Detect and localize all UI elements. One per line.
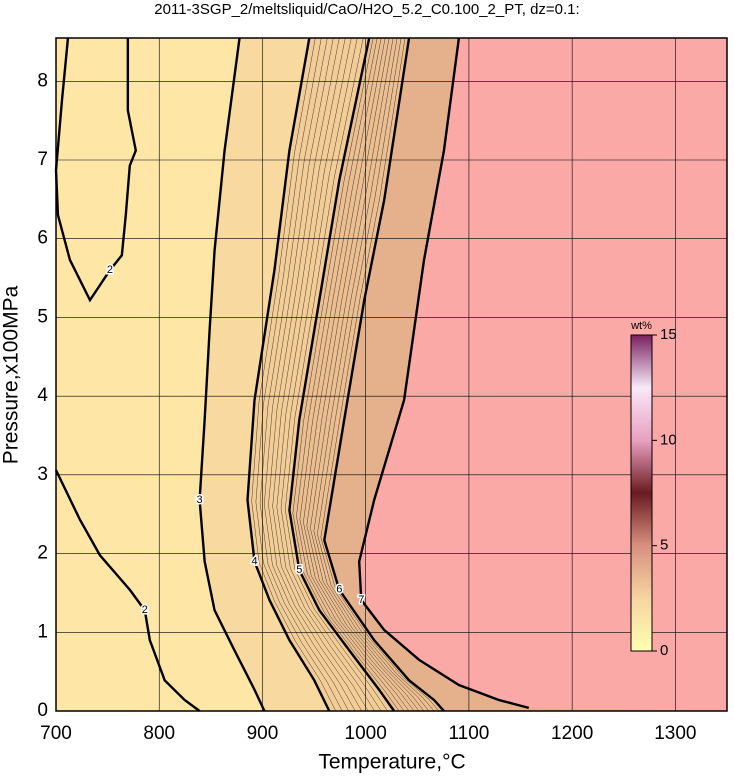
y-tick-label: 0 bbox=[37, 700, 48, 721]
thin-contour bbox=[317, 37, 435, 712]
thin-contour bbox=[284, 37, 388, 712]
y-tick-label: 3 bbox=[37, 464, 48, 485]
x-tick-label: 1300 bbox=[654, 723, 696, 744]
colorbar-tick-label: 5 bbox=[660, 537, 668, 554]
x-tick-label: 1200 bbox=[551, 723, 593, 744]
thin-contour bbox=[276, 37, 375, 712]
x-tick-label: 1100 bbox=[448, 723, 489, 744]
colorbar bbox=[630, 334, 653, 652]
thin-contour bbox=[299, 37, 410, 712]
colorbar-tick-label: 15 bbox=[660, 326, 677, 343]
contour-label: 5 bbox=[296, 564, 302, 576]
contour-line bbox=[198, 37, 266, 712]
y-tick-label: 1 bbox=[37, 621, 48, 642]
contour-label: 4 bbox=[251, 555, 257, 567]
y-tick-label: 5 bbox=[37, 306, 48, 327]
x-tick-label: 1000 bbox=[345, 723, 387, 744]
thin-contour bbox=[292, 37, 400, 712]
thin-contour bbox=[264, 37, 356, 712]
x-tick-label: 900 bbox=[247, 723, 279, 744]
contour-label: 3 bbox=[197, 494, 203, 506]
thin-contour bbox=[251, 37, 336, 712]
y-tick-label: 8 bbox=[37, 70, 48, 91]
thin-contour bbox=[310, 37, 425, 712]
thin-contour bbox=[255, 37, 343, 712]
x-axis-label: Temperature,°C bbox=[318, 751, 465, 774]
thin-contour bbox=[313, 37, 430, 712]
thin-contour bbox=[268, 37, 362, 712]
y-tick-label: 4 bbox=[37, 385, 48, 406]
thin-contour bbox=[320, 37, 440, 712]
thin-contour bbox=[272, 37, 369, 712]
contour-line bbox=[357, 37, 530, 710]
y-tick-label: 6 bbox=[37, 228, 48, 249]
contour-label: 2 bbox=[142, 604, 148, 616]
thin-contour bbox=[303, 37, 415, 712]
contour-line bbox=[54, 469, 201, 712]
contour-line bbox=[246, 37, 331, 712]
thin-contour bbox=[280, 37, 382, 712]
thin-contour bbox=[296, 37, 405, 712]
y-tick-label: 2 bbox=[37, 543, 48, 564]
contour-label: 7 bbox=[358, 594, 364, 606]
colorbar-tick-label: 10 bbox=[660, 431, 677, 448]
y-axis-label: Pressure,x100MPa bbox=[0, 285, 23, 464]
colorbar-label: wt% bbox=[630, 320, 652, 332]
contour-line bbox=[323, 37, 445, 712]
y-tick-label: 7 bbox=[37, 149, 48, 170]
contour-label: 6 bbox=[336, 584, 342, 596]
thin-contour bbox=[306, 37, 420, 712]
chart-title: 2011-3SGP_2/meltsliquid/CaO/H2O_5.2_C0.1… bbox=[154, 1, 579, 18]
colorbar-tick-label: 0 bbox=[660, 642, 668, 659]
x-tick-label: 700 bbox=[40, 723, 72, 744]
plot-frame bbox=[55, 37, 728, 712]
contour-label: 2 bbox=[107, 264, 113, 276]
x-tick-label: 800 bbox=[143, 723, 175, 744]
thin-contour bbox=[259, 37, 349, 712]
contour-line bbox=[288, 37, 396, 712]
